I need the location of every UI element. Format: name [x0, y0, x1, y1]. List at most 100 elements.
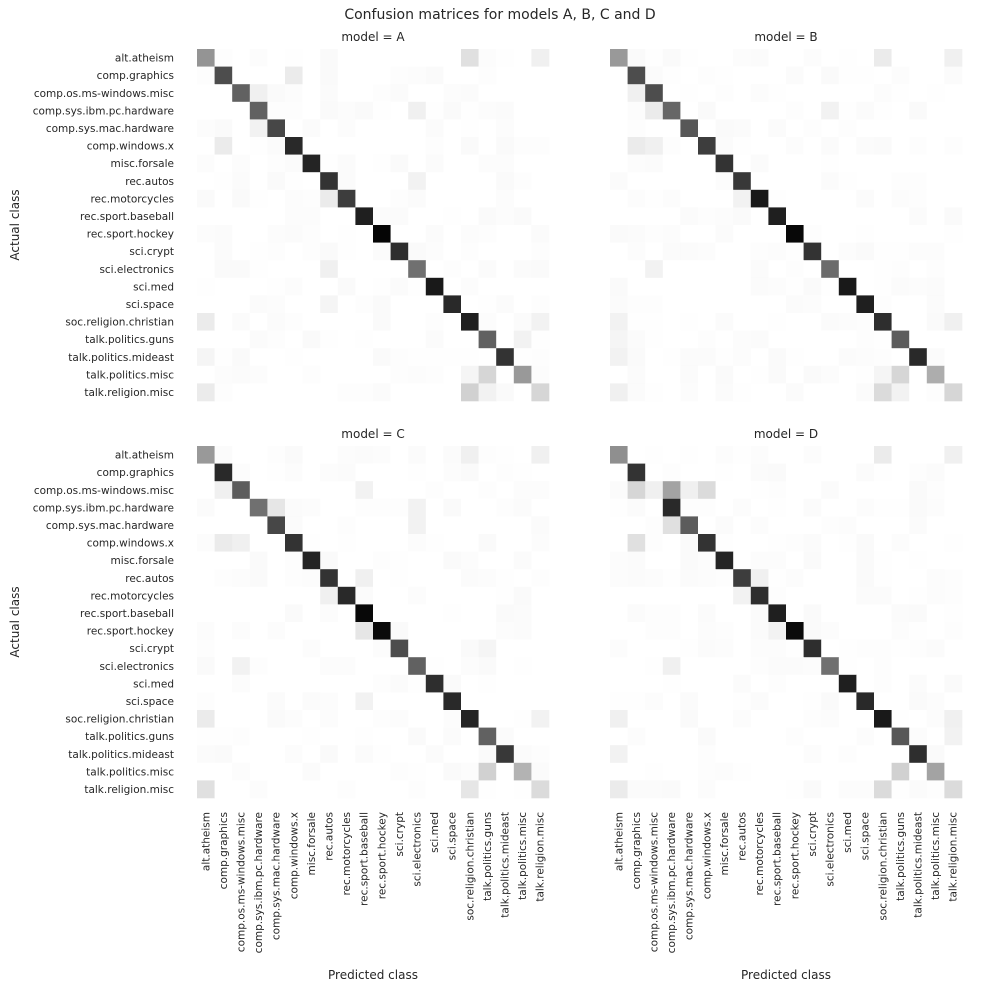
heatmap-cell: [944, 101, 963, 120]
heatmap-cell: [267, 622, 286, 640]
heatmap-cell: [496, 137, 515, 155]
heatmap-cell: [355, 154, 374, 173]
heatmap-cell: [390, 727, 409, 746]
heatmap-cell: [337, 189, 356, 208]
heatmap-cell: [197, 277, 215, 296]
heatmap-cell: [750, 277, 769, 296]
heatmap-cell: [478, 586, 497, 605]
heatmap-cell: [443, 534, 462, 552]
heatmap-cell: [408, 551, 427, 570]
heatmap-cell: [513, 551, 532, 570]
y-tick-label: talk.politics.misc: [86, 369, 174, 381]
heatmap-cell: [320, 551, 339, 570]
x-tick-label: rec.sport.baseball: [359, 812, 371, 906]
heatmap-cell: [232, 189, 251, 208]
heatmap-cell: [337, 242, 356, 261]
heatmap-cell: [496, 365, 515, 384]
heatmap-cell: [214, 463, 233, 482]
heatmap-cell: [478, 534, 497, 552]
heatmap-cell: [531, 137, 550, 155]
heatmap-cell: [337, 762, 356, 781]
heatmap-cell: [680, 551, 699, 570]
heatmap-cell: [645, 313, 664, 331]
heatmap-cell: [496, 84, 515, 103]
heatmap-cell: [320, 481, 339, 500]
heatmap-cell: [926, 498, 945, 517]
heatmap-cell: [408, 137, 427, 155]
heatmap-cell: [944, 295, 963, 314]
heatmap-cell: [285, 551, 303, 570]
heatmap-cell: [768, 313, 787, 331]
heatmap-cell: [390, 66, 409, 85]
heatmap-cell: [197, 66, 215, 85]
heatmap-cell: [733, 745, 752, 764]
heatmap-cell: [267, 551, 286, 570]
heatmap-cell: [891, 383, 910, 402]
heatmap-cell: [856, 692, 875, 711]
heatmap-cell: [355, 569, 374, 588]
heatmap-cell: [337, 383, 356, 402]
heatmap-cell: [856, 639, 875, 658]
heatmap-cell: [214, 225, 233, 243]
heatmap-cell: [909, 295, 928, 314]
heatmap-cell: [926, 101, 945, 120]
heatmap-cell: [698, 313, 716, 331]
heatmap-cell: [733, 330, 752, 349]
heatmap-cell: [408, 657, 427, 676]
heatmap-cell: [302, 639, 321, 658]
heatmap-cell: [715, 639, 734, 658]
heatmap-cell: [390, 674, 409, 693]
heatmap-cell: [944, 330, 963, 349]
heatmap-cell: [425, 172, 444, 191]
heatmap-cell: [214, 348, 233, 367]
heatmap-cell: [285, 516, 303, 535]
heatmap-cell: [680, 657, 699, 676]
heatmap-cell: [496, 710, 515, 728]
heatmap-cell: [513, 586, 532, 605]
heatmap-cell: [478, 604, 497, 623]
heatmap-cell: [302, 516, 321, 535]
heatmap-cell: [750, 49, 769, 67]
heatmap-cell: [891, 481, 910, 500]
heatmap-cell: [337, 692, 356, 711]
heatmap-cell: [249, 481, 268, 500]
heatmap-cell: [768, 137, 787, 155]
heatmap-cell: [531, 225, 550, 243]
heatmap-cell: [408, 710, 427, 728]
heatmap-cell: [425, 639, 444, 658]
heatmap-cell: [425, 207, 444, 226]
heatmap-cell: [856, 66, 875, 85]
heatmap-cell: [408, 727, 427, 746]
heatmap-cell: [821, 277, 840, 296]
heatmap-cell: [750, 481, 769, 500]
heatmap-cell: [680, 277, 699, 296]
heatmap-cell: [662, 762, 681, 781]
heatmap-cell: [373, 242, 391, 261]
heatmap-cell: [768, 66, 787, 85]
heatmap-cell: [478, 710, 497, 728]
heatmap-cell: [443, 277, 462, 296]
heatmap-cell: [461, 481, 479, 500]
heatmap-cell: [443, 207, 462, 226]
heatmap-cell: [320, 586, 339, 605]
heatmap-cell: [944, 172, 963, 191]
heatmap-cell: [531, 313, 550, 331]
heatmap-cell: [197, 242, 215, 261]
heatmap-cell: [680, 66, 699, 85]
heatmap-cell: [320, 260, 339, 279]
heatmap-cell: [408, 446, 427, 464]
heatmap-cell: [425, 330, 444, 349]
heatmap-cell: [803, 639, 822, 658]
heatmap-cell: [531, 446, 550, 464]
heatmap-cell: [610, 569, 628, 588]
heatmap-cell: [267, 365, 286, 384]
heatmap-cell: [443, 551, 462, 570]
heatmap-cell: [803, 295, 822, 314]
heatmap-cell: [821, 762, 840, 781]
heatmap-cell: [821, 172, 840, 191]
heatmap-cell: [373, 260, 391, 279]
heatmap-cell: [320, 277, 339, 296]
heatmap-cell: [874, 551, 892, 570]
heatmap-cell: [662, 172, 681, 191]
heatmap-cell: [373, 365, 391, 384]
